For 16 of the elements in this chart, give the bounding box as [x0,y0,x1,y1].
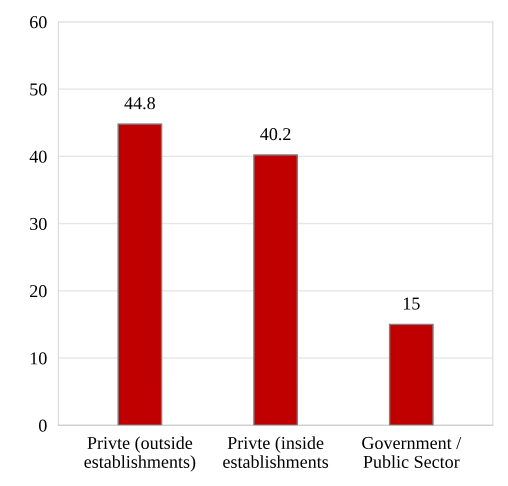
data-label: 44.8 [124,97,155,110]
y-tick-label: 10 [30,352,47,364]
data-label: 15 [404,298,420,310]
y-tick-label: 60 [30,16,47,28]
bar [117,123,162,426]
bar [253,154,298,426]
x-tick-label: Privte (inside establishments [223,436,328,468]
y-tick-label: 30 [30,218,47,230]
y-tick-label: 20 [30,285,47,298]
x-tick-label: Government / Public Sector [362,436,462,468]
data-label: 40.2 [260,128,290,140]
bar [388,324,434,426]
x-tick-label: Privte (outside establishments) [84,436,196,472]
y-tick-label: 40 [30,150,47,163]
y-tick-label: 50 [30,83,47,96]
y-tick-label: 0 [38,420,47,432]
